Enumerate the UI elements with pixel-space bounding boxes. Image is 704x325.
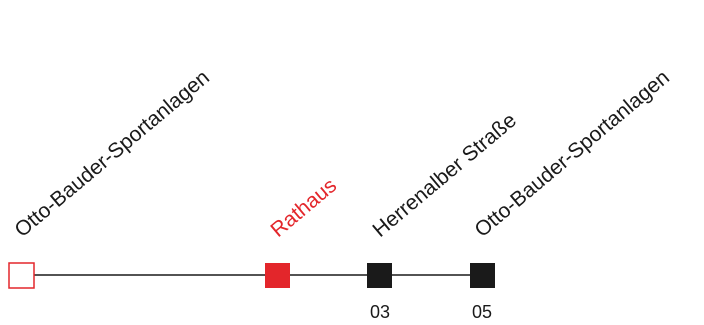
stop-marker-end bbox=[470, 263, 495, 288]
stop-marker-current bbox=[265, 263, 290, 288]
stop-marker-start bbox=[8, 262, 35, 289]
stop-time: 03 bbox=[370, 302, 390, 322]
stop-name-start: Otto-Bauder-Sportanlagen bbox=[10, 66, 213, 242]
stop-marker bbox=[367, 263, 392, 288]
stop-time-end: 05 bbox=[472, 302, 492, 322]
stop-name-current: Rathaus bbox=[266, 174, 341, 242]
stop-name-end: Otto-Bauder-Sportanlagen bbox=[470, 66, 673, 242]
